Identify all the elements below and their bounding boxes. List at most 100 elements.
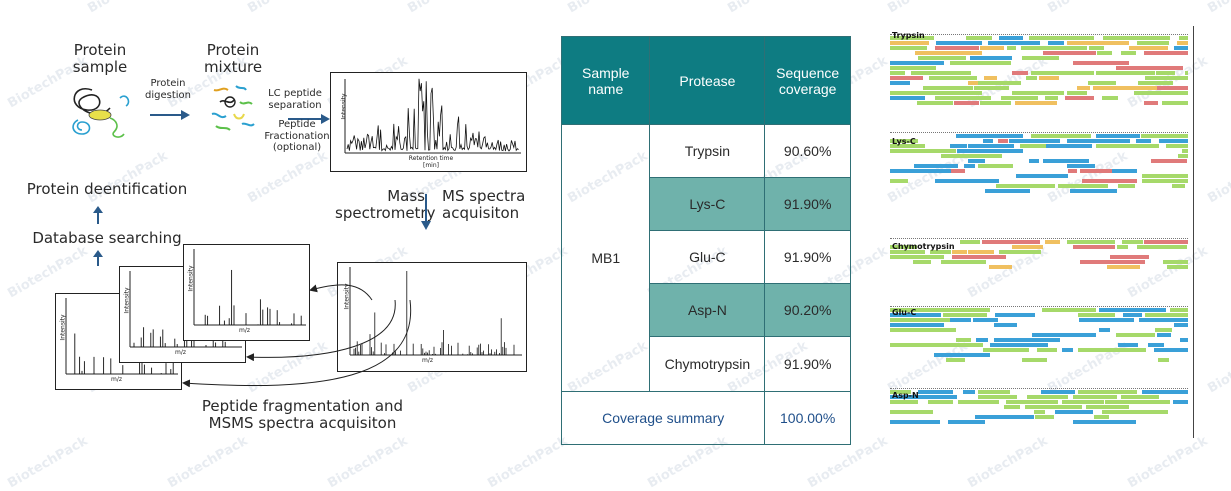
watermark-text: BiotechPack — [885, 0, 970, 16]
peptide-bar — [968, 81, 978, 85]
peptide-bar — [890, 420, 940, 424]
peptide-bar — [941, 154, 1002, 158]
peptide-bar — [890, 149, 957, 153]
map-label: Asp-N — [892, 391, 919, 400]
peptide-bar — [1174, 323, 1188, 327]
intensity-axis-label: Intensity — [123, 287, 131, 314]
peptide-bar — [1019, 144, 1047, 148]
peptide-bar — [974, 415, 1034, 419]
peptide-bar — [929, 76, 977, 80]
peptide-bar — [890, 250, 926, 254]
peptide-bar — [1136, 41, 1169, 45]
peptide-bar — [969, 56, 1013, 60]
peptide-bar — [974, 86, 1009, 90]
peptide-bar — [933, 353, 991, 357]
peptide-bar — [977, 164, 1013, 168]
peptide-bar — [996, 184, 1055, 188]
peptide-bar — [1142, 390, 1188, 394]
peptide-bar — [1087, 81, 1117, 85]
peptide-bar — [1066, 164, 1095, 168]
header-protease: Protease — [649, 36, 766, 125]
peptide-bar — [998, 36, 1024, 40]
peptide-bar — [1040, 390, 1076, 394]
peptide-bar — [1141, 174, 1188, 178]
peptide-bar — [1162, 101, 1188, 105]
peptide-bar — [1079, 318, 1134, 322]
sequence-ruler — [890, 234, 1188, 239]
peptide-bar — [1122, 313, 1143, 317]
peptide-bar — [1147, 343, 1164, 347]
coverage-summary-value: 100.00% — [764, 391, 851, 445]
peptide-bar — [1179, 338, 1188, 342]
peptide-bar — [976, 338, 988, 342]
peptide-bar — [1072, 395, 1117, 399]
peptide-bar — [945, 308, 990, 312]
peptide-bar — [1141, 134, 1188, 138]
watermark-text: BiotechPack — [325, 433, 411, 491]
watermark-text: BiotechPack — [1045, 0, 1130, 16]
peptide-bar — [1117, 343, 1139, 347]
peptide-bar — [950, 144, 967, 148]
peptide-bar — [980, 101, 1011, 105]
peptide-bar — [1099, 328, 1111, 332]
protein-identification-label: Protein deentification — [26, 180, 188, 198]
peptide-bar — [951, 91, 982, 95]
watermark-text: BiotechPack — [85, 0, 170, 16]
peptide-bar — [1174, 46, 1188, 50]
mz-axis-label: m/z — [111, 376, 123, 383]
table-row: MB1 Trypsin 90.60% — [560, 124, 851, 392]
peptide-bar — [890, 395, 957, 399]
peptide-bar — [918, 56, 967, 60]
peptide-bar — [1138, 318, 1188, 322]
watermark-text: BiotechPack — [0, 0, 11, 16]
peptide-bar — [890, 328, 957, 332]
peptide-bar — [1001, 96, 1039, 100]
table-row: Lys-C 91.90% — [562, 177, 851, 231]
watermark-text: BiotechPack — [405, 0, 490, 16]
peptide-bar — [1021, 46, 1088, 50]
peptide-bar — [934, 96, 992, 100]
peptide-bar — [1141, 179, 1188, 183]
peptide-bar — [1079, 260, 1145, 264]
divider-line — [1193, 26, 1194, 438]
watermark-text: BiotechPack — [1205, 338, 1231, 397]
peptide-bar — [890, 61, 945, 65]
peptide-bar — [955, 134, 1024, 138]
table-header-row: Sample name Protease Sequence coverage — [560, 36, 851, 125]
peptide-bar — [1021, 358, 1047, 362]
peptide-bar — [1093, 415, 1110, 419]
peptide-bar — [983, 139, 993, 143]
peptide-mixture-icon — [211, 85, 255, 131]
peptide-bar — [1042, 159, 1090, 163]
peptide-bar — [983, 76, 997, 80]
coverage-map-chymotrypsin — [890, 234, 1188, 278]
peptide-bar — [890, 308, 946, 312]
peptide-bar — [994, 323, 1017, 327]
map-label: Chymotrypsin — [892, 242, 955, 251]
peptide-bar — [1072, 245, 1116, 249]
peptide-bar — [1044, 240, 1061, 244]
peptide-bar — [1155, 71, 1176, 75]
peptide-bar — [963, 390, 976, 394]
coverage-cell: 91.90% — [764, 177, 851, 231]
peptide-bar — [977, 395, 1017, 399]
lc-separation-label: LC peptide separation — [268, 88, 322, 111]
peptide-bar — [968, 144, 1015, 148]
peptide-bar — [913, 164, 958, 168]
peptide-bar — [1085, 405, 1129, 409]
peptide-bar — [982, 348, 1030, 352]
peptide-bar — [1101, 96, 1119, 100]
watermark-text: BiotechPack — [1125, 433, 1211, 491]
peptide-bar — [998, 139, 1009, 143]
watermark-text: BiotechPack — [485, 433, 571, 491]
peptide-bar — [930, 250, 952, 254]
coverage-map-asp-n — [890, 384, 1188, 434]
peptide-bar — [890, 400, 919, 404]
peptide-bar — [1078, 313, 1116, 317]
msms-spectrum-plot — [193, 249, 306, 326]
peptide-bar — [1042, 51, 1097, 55]
peptide-bar — [1066, 139, 1130, 143]
peptide-bar — [1066, 41, 1130, 45]
peptide-bar — [935, 46, 979, 50]
watermark-text: BiotechPack — [5, 433, 91, 491]
